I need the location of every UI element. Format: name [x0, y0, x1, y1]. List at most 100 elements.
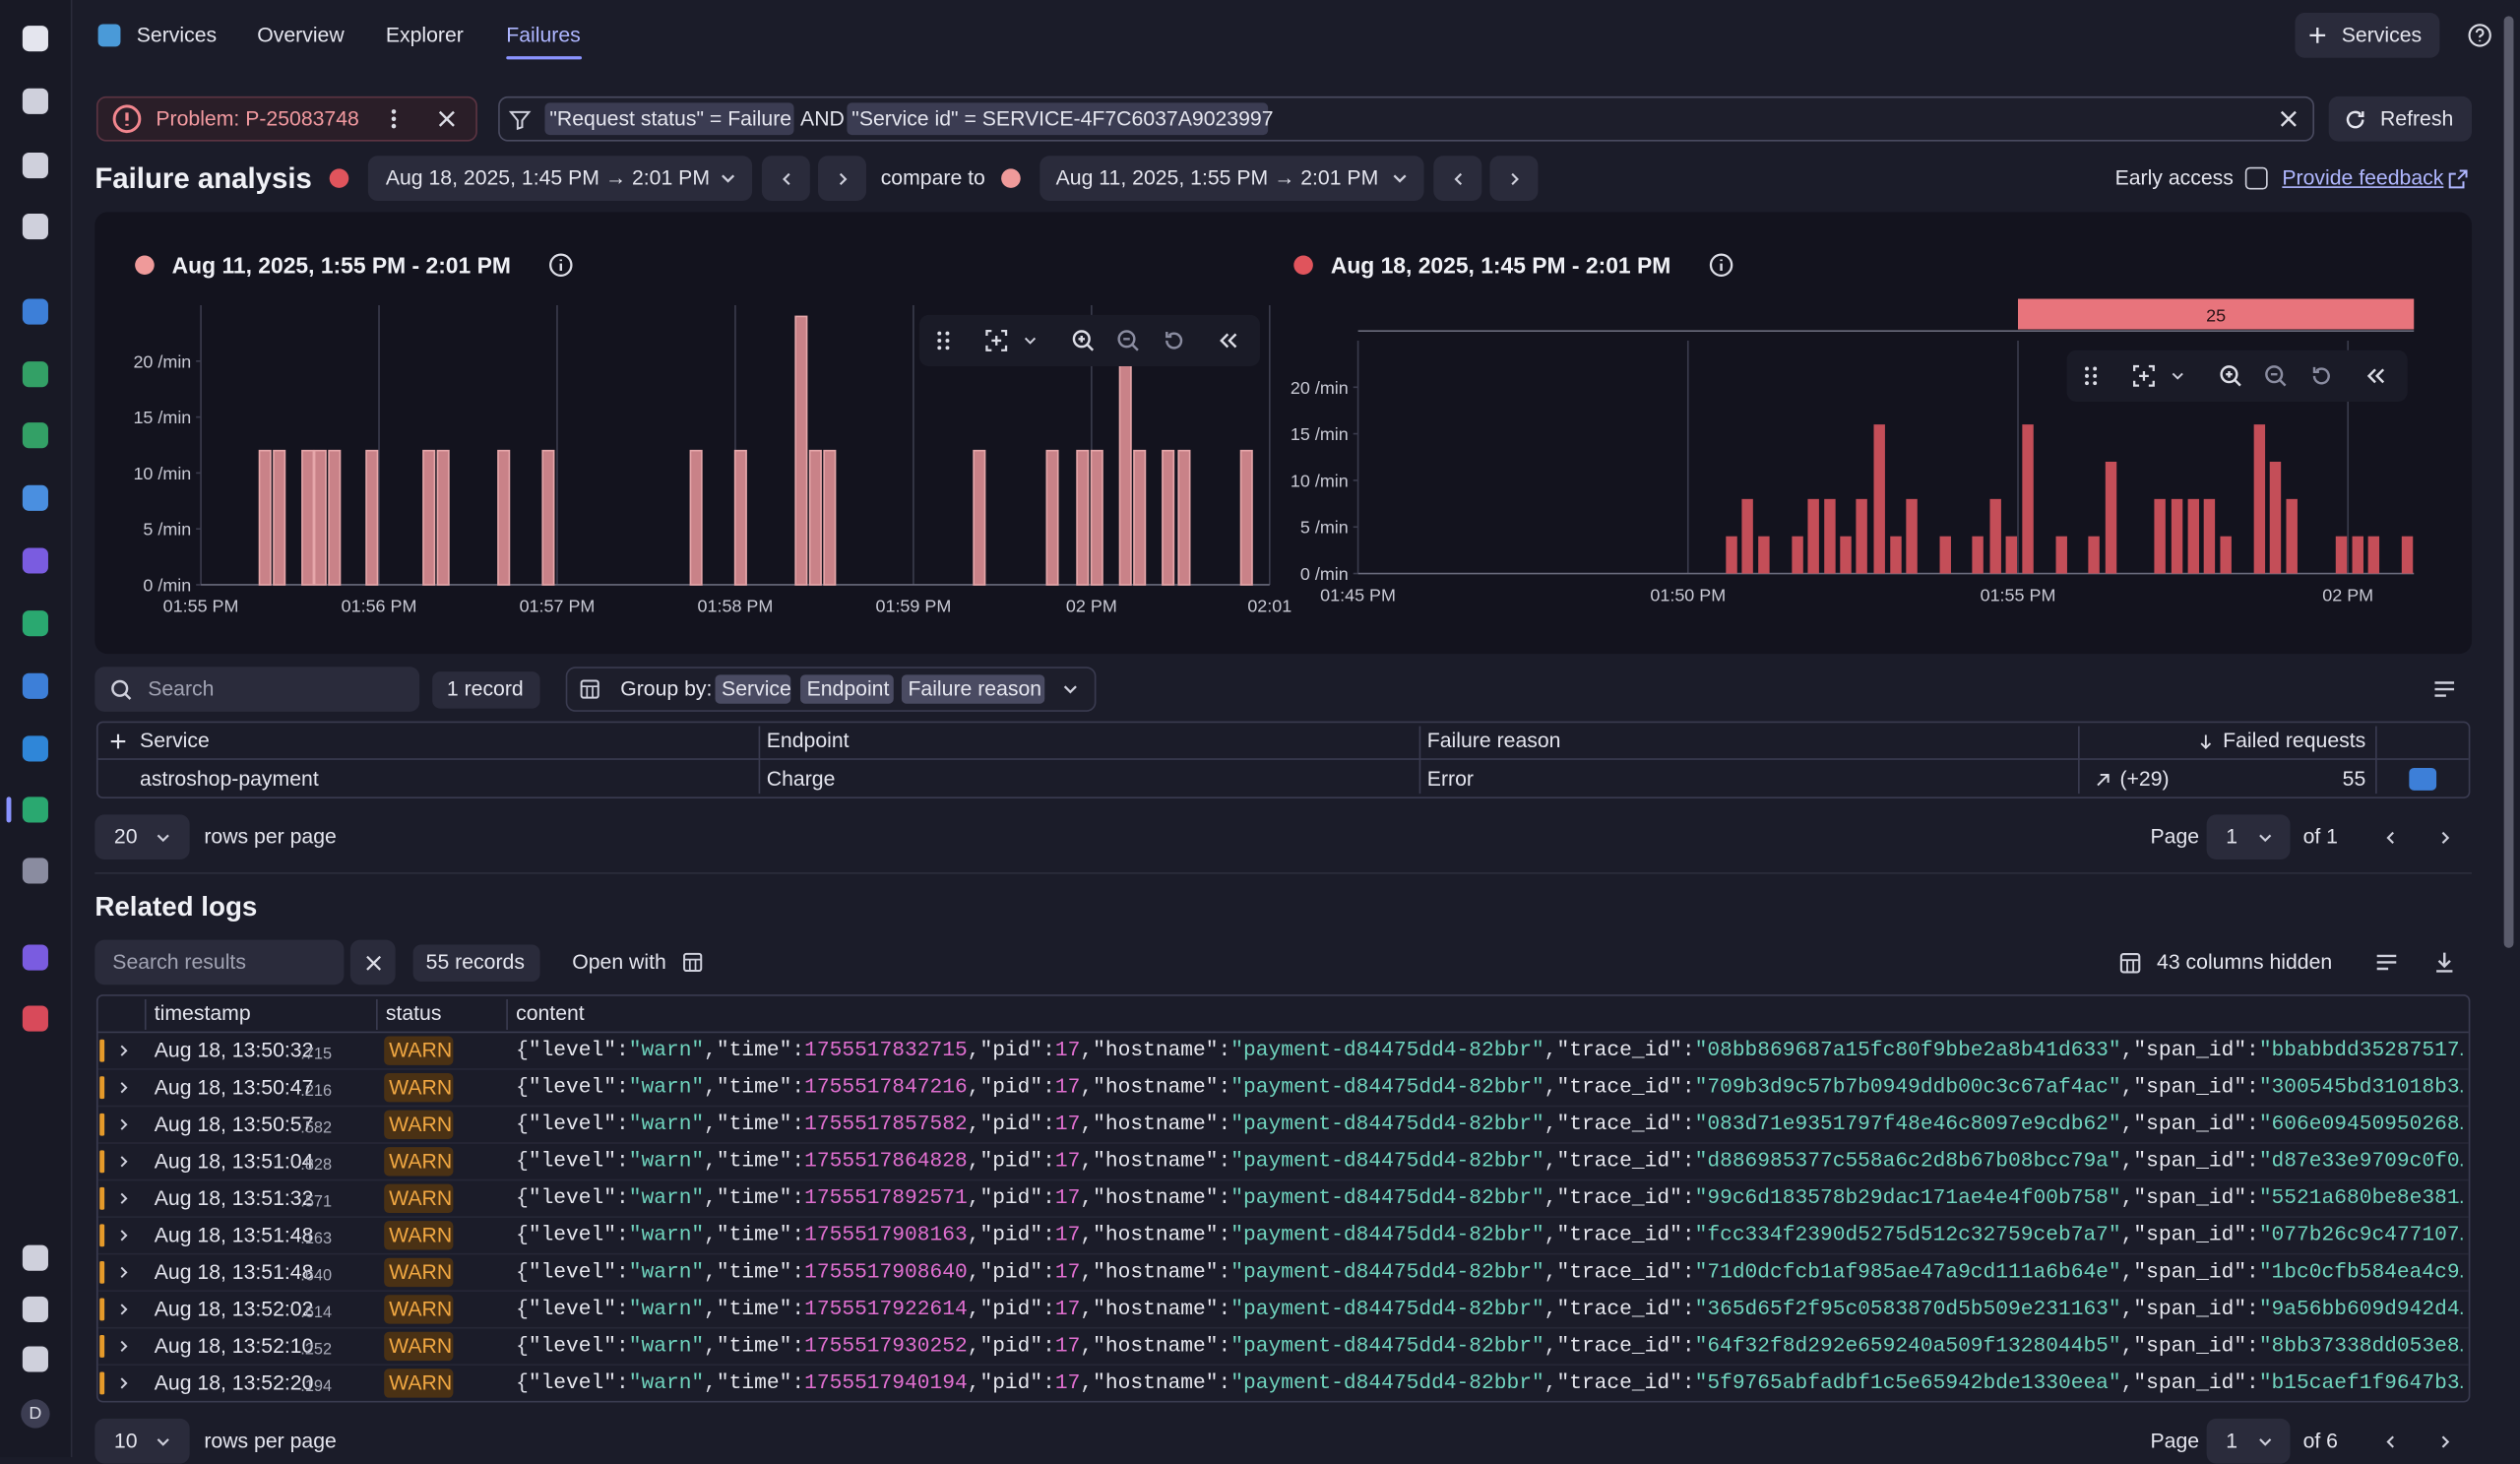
sidebar-app-icon[interactable] — [22, 422, 48, 449]
nav-tab[interactable]: Services — [136, 22, 218, 47]
prev-compare[interactable] — [1433, 156, 1482, 201]
record-count: 1 record — [446, 675, 524, 701]
refresh-button[interactable] — [2328, 95, 2473, 142]
row-action[interactable] — [2409, 768, 2437, 791]
icon-lines[interactable] — [2373, 949, 2399, 975]
icon-right[interactable] — [114, 1152, 134, 1172]
rows-per-page-select[interactable] — [94, 814, 190, 860]
icon-right[interactable] — [114, 1337, 134, 1357]
timestamp-ms: .571 — [300, 1193, 333, 1212]
icon-right[interactable] — [114, 1114, 134, 1134]
query-operator: AND — [800, 105, 845, 131]
icon-info — [548, 252, 574, 278]
sidebar-app-icon[interactable] — [22, 88, 48, 114]
page-select[interactable] — [2206, 814, 2291, 860]
icon-kebab[interactable] — [381, 106, 407, 132]
status-chip — [384, 1331, 454, 1362]
sidebar-app-icon[interactable] — [22, 1346, 48, 1372]
log-content: {"level":"warn","time":1755517908640,"pi… — [516, 1259, 2464, 1284]
hidden-columns[interactable]: 43 columns hidden — [2157, 949, 2333, 974]
page-label: Page — [2150, 1428, 2200, 1453]
open-with[interactable]: Open with — [572, 949, 666, 974]
status-chip — [384, 1110, 454, 1139]
icon-zoomout[interactable] — [1115, 328, 1141, 353]
sidebar-app-icon[interactable] — [22, 672, 48, 699]
icon-right[interactable] — [2434, 827, 2455, 848]
icon-dbl[interactable] — [1215, 328, 1240, 353]
status-dot — [329, 168, 349, 188]
icon-down — [152, 1431, 172, 1451]
icon-x[interactable] — [435, 107, 458, 130]
icon-right[interactable] — [114, 1078, 134, 1098]
page-select[interactable] — [2206, 1418, 2291, 1464]
failure-reason: Error — [1426, 766, 1474, 791]
timestamp-ms: .614 — [300, 1305, 333, 1322]
icon-down[interactable] — [1021, 331, 1040, 350]
timestamp-ms-wrap: .614 — [300, 1297, 332, 1329]
icon-sel[interactable] — [2131, 363, 2157, 389]
icon-left[interactable] — [2379, 827, 2400, 848]
next-compare[interactable] — [1489, 156, 1539, 201]
icon-right[interactable] — [114, 1373, 134, 1393]
early-access-icon — [2244, 166, 2268, 190]
icon-dl[interactable] — [2431, 949, 2457, 975]
sidebar-app-icon[interactable] — [22, 361, 48, 388]
avatar[interactable] — [21, 1399, 50, 1429]
prev-range[interactable] — [761, 156, 810, 201]
compare-picker[interactable] — [1040, 156, 1424, 201]
icon-undo[interactable] — [1161, 328, 1186, 353]
sidebar-app-icon[interactable] — [22, 610, 48, 637]
severity-bar — [99, 1150, 105, 1174]
icon-left[interactable] — [2379, 1431, 2400, 1451]
rows-per-page: 10 — [113, 1428, 138, 1453]
icon-down[interactable] — [2168, 366, 2187, 386]
sidebar-app-icon[interactable] — [22, 1296, 48, 1322]
icon-dots6[interactable] — [2078, 363, 2104, 389]
icon-lines[interactable] — [2431, 676, 2457, 702]
rows-per-page-select[interactable] — [94, 1418, 190, 1464]
icon-undo[interactable] — [2307, 363, 2333, 389]
sidebar-app-icon[interactable] — [22, 153, 48, 179]
icon-x[interactable] — [2277, 107, 2300, 130]
nav-tab[interactable]: Explorer — [385, 22, 464, 47]
sidebar-app-icon[interactable] — [22, 1005, 48, 1032]
sidebar-app-icon[interactable] — [22, 214, 48, 240]
icon-zoomin[interactable] — [2218, 363, 2243, 389]
feedback-link[interactable]: Provide feedback — [2282, 165, 2444, 190]
icon-plus[interactable] — [107, 731, 128, 751]
nav-tab[interactable]: Failures — [506, 22, 581, 47]
icon-right[interactable] — [114, 1226, 134, 1245]
sidebar-app-icon[interactable] — [22, 547, 48, 574]
icon-sel[interactable] — [983, 328, 1009, 353]
sidebar-app-icon[interactable] — [22, 1244, 48, 1271]
icon-help[interactable] — [2467, 23, 2492, 48]
sidebar-app-icon[interactable] — [22, 796, 48, 823]
icon-right[interactable] — [114, 1263, 134, 1283]
status: WARN — [389, 1369, 453, 1395]
sidebar-app-icon[interactable] — [22, 735, 48, 762]
icon-dbl[interactable] — [2362, 363, 2388, 389]
page-count: of 6 — [2302, 1428, 2338, 1453]
sidebar-app-icon[interactable] — [22, 298, 48, 325]
icon-down[interactable] — [1059, 678, 1082, 701]
problem-box[interactable] — [95, 95, 477, 142]
logs-search[interactable] — [94, 939, 345, 986]
sidebar-app-icon[interactable] — [22, 484, 48, 511]
search-box[interactable] — [94, 667, 420, 712]
icon-right[interactable] — [114, 1300, 134, 1319]
avatar-initial: D — [29, 1404, 42, 1424]
icon-right[interactable] — [2434, 1431, 2455, 1451]
icon-zoomout[interactable] — [2263, 363, 2289, 389]
sidebar-app-icon[interactable] — [22, 26, 48, 52]
icon-right[interactable] — [114, 1189, 134, 1209]
query-box[interactable] — [498, 95, 2315, 142]
sidebar-app-icon[interactable] — [22, 858, 48, 884]
icon-dots6[interactable] — [930, 328, 956, 353]
sidebar-app-icon[interactable] — [22, 944, 48, 971]
status-chip — [384, 1073, 454, 1103]
range-picker[interactable] — [367, 156, 753, 201]
icon-right[interactable] — [114, 1041, 134, 1060]
icon-zoomin[interactable] — [1070, 328, 1096, 353]
nav-tab[interactable]: Overview — [257, 22, 345, 47]
next-range[interactable] — [818, 156, 866, 201]
